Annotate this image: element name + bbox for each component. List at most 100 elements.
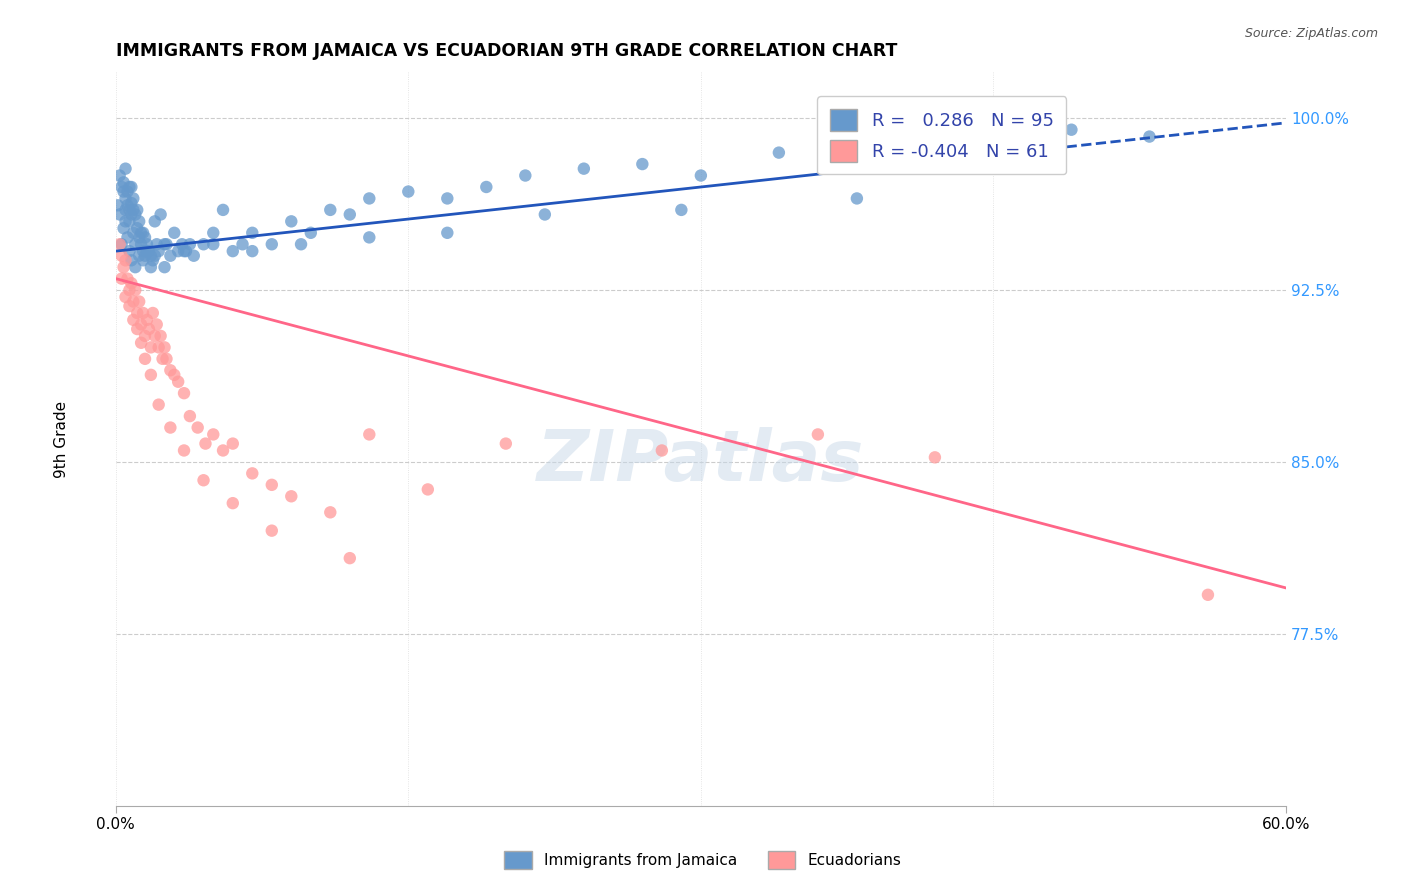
Point — [132, 306, 155, 320]
Point — [127, 202, 149, 217]
Point — [159, 249, 181, 263]
Legend: R =   0.286   N = 95, R = -0.404   N = 61: R = 0.286 N = 95, R = -0.404 N = 61 — [817, 96, 1066, 175]
Point — [359, 427, 381, 442]
Point — [149, 329, 172, 343]
Point — [110, 271, 132, 285]
Point — [222, 244, 245, 259]
Point — [117, 185, 139, 199]
Point — [845, 191, 868, 205]
Point — [142, 253, 165, 268]
Point — [132, 244, 155, 259]
Point — [495, 436, 517, 450]
Point — [359, 191, 381, 205]
Legend: Immigrants from Jamaica, Ecuadorians: Immigrants from Jamaica, Ecuadorians — [498, 845, 908, 875]
Point — [122, 294, 145, 309]
Point — [1060, 122, 1083, 136]
Point — [222, 496, 245, 510]
Point — [167, 244, 190, 259]
Point — [139, 340, 162, 354]
Point — [148, 398, 170, 412]
Point — [145, 237, 167, 252]
Point — [118, 202, 141, 217]
Y-axis label: 9th Grade: 9th Grade — [53, 401, 69, 477]
Point — [129, 237, 152, 252]
Point — [122, 226, 145, 240]
Point — [212, 202, 235, 217]
Point — [118, 244, 141, 259]
Point — [155, 351, 177, 366]
Point — [319, 202, 342, 217]
Point — [202, 226, 225, 240]
Point — [107, 198, 129, 212]
Point — [163, 226, 186, 240]
Point — [173, 443, 195, 458]
Point — [436, 191, 458, 205]
Point — [129, 226, 152, 240]
Point — [134, 329, 156, 343]
Point — [122, 191, 145, 205]
Point — [124, 283, 146, 297]
Point — [136, 313, 159, 327]
Point — [768, 145, 790, 160]
Point — [128, 249, 150, 263]
Point — [122, 313, 145, 327]
Point — [416, 483, 439, 497]
Point — [202, 427, 225, 442]
Point — [148, 340, 170, 354]
Point — [139, 260, 162, 275]
Point — [436, 226, 458, 240]
Point — [124, 207, 146, 221]
Point — [139, 368, 162, 382]
Text: Source: ZipAtlas.com: Source: ZipAtlas.com — [1244, 27, 1378, 40]
Point — [319, 505, 342, 519]
Text: IMMIGRANTS FROM JAMAICA VS ECUADORIAN 9TH GRADE CORRELATION CHART: IMMIGRANTS FROM JAMAICA VS ECUADORIAN 9T… — [115, 42, 897, 60]
Point — [631, 157, 654, 171]
Point — [963, 134, 986, 148]
Point — [112, 175, 135, 189]
Point — [1197, 588, 1219, 602]
Point — [122, 202, 145, 217]
Point — [1139, 129, 1161, 144]
Point — [232, 237, 254, 252]
Point — [299, 226, 322, 240]
Point — [134, 351, 156, 366]
Point — [127, 306, 149, 320]
Point — [120, 207, 142, 221]
Point — [136, 237, 159, 252]
Point — [179, 237, 201, 252]
Point — [118, 283, 141, 297]
Point — [240, 244, 263, 259]
Point — [132, 253, 155, 268]
Point — [129, 335, 152, 350]
Point — [143, 214, 166, 228]
Point — [112, 221, 135, 235]
Point — [118, 299, 141, 313]
Point — [515, 169, 537, 183]
Point — [183, 249, 205, 263]
Point — [142, 306, 165, 320]
Point — [114, 202, 136, 217]
Point — [108, 237, 131, 252]
Point — [572, 161, 595, 176]
Point — [114, 191, 136, 205]
Point — [145, 318, 167, 332]
Point — [170, 237, 193, 252]
Point — [139, 249, 162, 263]
Point — [174, 244, 197, 259]
Point — [120, 277, 142, 291]
Point — [114, 253, 136, 268]
Point — [138, 322, 160, 336]
Point — [924, 450, 946, 465]
Point — [651, 443, 673, 458]
Point — [118, 180, 141, 194]
Point — [114, 161, 136, 176]
Point — [128, 230, 150, 244]
Point — [155, 237, 177, 252]
Point — [112, 260, 135, 275]
Point — [128, 294, 150, 309]
Point — [359, 230, 381, 244]
Point — [339, 551, 361, 566]
Text: ZIPatlas: ZIPatlas — [537, 426, 865, 495]
Point — [127, 322, 149, 336]
Point — [260, 237, 283, 252]
